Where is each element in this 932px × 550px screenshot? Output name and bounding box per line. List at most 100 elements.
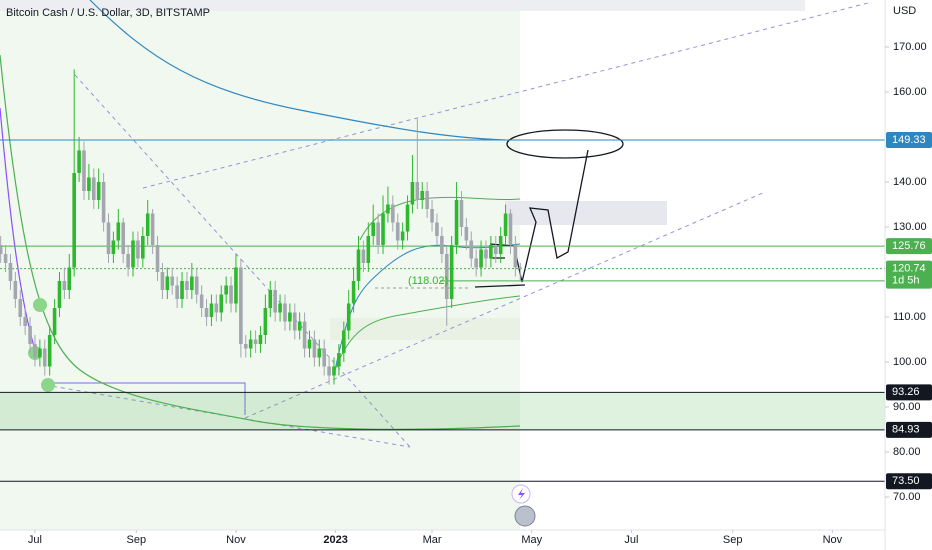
candle-body — [449, 244, 454, 299]
candle-body — [82, 150, 86, 191]
price-tag — [886, 132, 932, 149]
drawings — [0, 0, 869, 530]
candle-body — [72, 172, 76, 268]
candle-body — [214, 303, 219, 313]
candle-body — [317, 348, 322, 358]
candle-body — [410, 181, 415, 205]
candle-body — [346, 303, 351, 331]
price-tag-label: 149.33 — [892, 134, 926, 146]
y-tick-label: 170.00 — [893, 41, 927, 53]
candle-body — [38, 348, 42, 358]
candle-body — [444, 253, 449, 299]
chart-title: Bitcoin Cash / U.S. Dollar, 3D, BITSTAMP — [6, 7, 210, 19]
candle-body — [185, 280, 189, 290]
candle-body — [234, 267, 238, 304]
candle-body — [121, 222, 126, 254]
candle-body — [243, 344, 248, 349]
candle-body — [386, 204, 390, 214]
candle-body — [513, 244, 518, 268]
candle-body — [258, 335, 263, 345]
y-tick-label: 90.00 — [893, 401, 921, 413]
candle-body — [440, 235, 444, 254]
event-icon — [518, 488, 525, 500]
y-tick-label: 70.00 — [893, 491, 921, 503]
price-tag — [886, 260, 932, 289]
candle-body — [180, 280, 184, 299]
candle-body — [248, 339, 253, 349]
price-tag — [886, 238, 932, 255]
price-tag-label: 93.26 — [892, 386, 920, 398]
candle-body — [292, 312, 297, 331]
candle-body — [62, 280, 67, 290]
price-tag — [886, 384, 932, 401]
candle-body — [435, 222, 439, 236]
candle-body — [464, 226, 469, 241]
candle-body — [145, 213, 150, 236]
candle-body — [150, 213, 155, 245]
candle-body — [0, 244, 3, 254]
candle-body — [116, 222, 121, 241]
candle-body — [376, 222, 380, 245]
candle-body — [141, 235, 145, 259]
candle-body — [351, 280, 356, 304]
candle-body — [459, 199, 464, 227]
candle-body — [371, 222, 376, 236]
y-tick-label: 100.00 — [893, 356, 927, 368]
trend-line — [244, 191, 766, 419]
candle-body — [165, 276, 170, 290]
candle-body — [3, 253, 8, 263]
candle-body — [503, 213, 508, 236]
candle-body — [395, 222, 400, 241]
candle-body — [28, 326, 32, 345]
price-tag — [886, 421, 932, 438]
candle-body — [209, 303, 214, 318]
candle-body — [479, 249, 483, 268]
candle-body — [342, 330, 346, 354]
countdown: 1d 5h — [892, 275, 920, 287]
candle-body — [204, 308, 209, 318]
candle-body — [420, 190, 425, 200]
freehand — [506, 129, 624, 159]
trend-line — [74, 74, 411, 448]
candle-body — [106, 222, 111, 254]
candle-body — [361, 249, 366, 263]
lower-band — [334, 295, 521, 371]
candle-body — [239, 267, 243, 345]
x-tick-label: 2023 — [323, 534, 347, 546]
candle-body — [489, 244, 493, 259]
candle-body — [224, 285, 228, 295]
price-tag-label: 125.76 — [892, 240, 926, 252]
x-tick-label: Mar — [423, 534, 442, 546]
x-tick-label: Nov — [823, 534, 843, 546]
y-tick-label: 160.00 — [893, 86, 927, 98]
x-tick-label: Sep — [723, 534, 743, 546]
candle-body — [366, 235, 371, 263]
candle-body — [131, 240, 135, 268]
y-tick-label: 130.00 — [893, 221, 927, 233]
candle-body — [297, 321, 302, 331]
candle-body — [469, 240, 474, 259]
price-tag-label: 120.74 — [892, 263, 926, 275]
candle-body — [91, 177, 96, 200]
candle-body — [337, 353, 341, 367]
candle-body — [47, 335, 52, 367]
candle-body — [278, 303, 282, 313]
candle-body — [229, 285, 233, 304]
candle-body — [268, 289, 273, 309]
candle-body — [273, 289, 277, 313]
x-tick-label: Sep — [126, 534, 146, 546]
candle-body — [23, 317, 27, 327]
candle-body — [52, 308, 57, 336]
marker — [41, 378, 55, 392]
candle-body — [518, 267, 523, 269]
candle-body — [77, 150, 81, 173]
top-box — [0, 0, 805, 11]
candle-body — [288, 312, 292, 322]
x-tick-label: May — [521, 534, 542, 546]
candle-body — [87, 177, 91, 191]
candle-body — [126, 253, 130, 268]
upper-band — [359, 196, 521, 241]
candle-body — [18, 298, 23, 318]
blue-ma — [89, 0, 506, 141]
